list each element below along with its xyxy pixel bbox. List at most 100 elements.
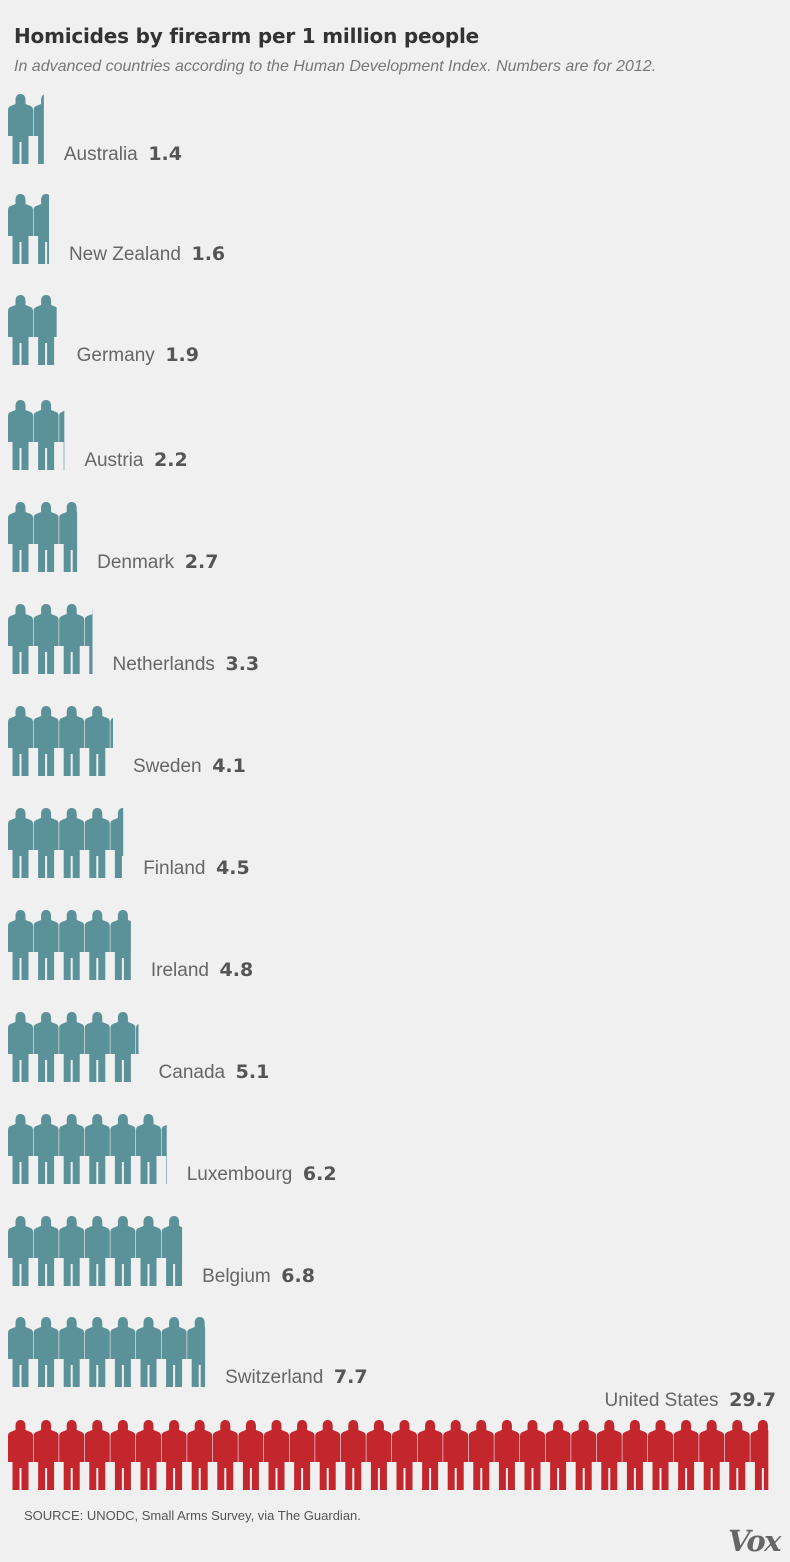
- label-canada: Canada 5.1: [159, 1061, 270, 1083]
- row-australia: Australia 1.4: [8, 94, 182, 165]
- person-icon: [33, 1420, 59, 1490]
- person-icon: [110, 808, 124, 878]
- bar-canada: [8, 1012, 139, 1082]
- person-icon: [110, 1216, 136, 1286]
- person-icon: [84, 1114, 110, 1184]
- person-icon: [33, 1216, 59, 1286]
- value-label: 4.1: [212, 755, 246, 777]
- bar-netherlands: [8, 604, 93, 674]
- row-luxembourg: Luxembourg 6.2: [8, 1114, 337, 1185]
- person-icon: [110, 1114, 136, 1184]
- source-note: SOURCE: UNODC, Small Arms Survey, via Th…: [24, 1508, 361, 1523]
- bar-ireland: [8, 910, 131, 980]
- person-icon: [545, 1420, 571, 1490]
- label-australia: Australia 1.4: [64, 143, 182, 165]
- person-icon: [8, 1114, 33, 1184]
- value-label: 1.6: [191, 243, 225, 265]
- person-icon: [366, 1420, 392, 1490]
- category-label: United States: [604, 1390, 729, 1411]
- row-new-zealand: New Zealand 1.6: [8, 194, 225, 265]
- person-icon: [8, 1012, 33, 1082]
- row-united-states: United States 29.7: [8, 1389, 776, 1490]
- row-netherlands: Netherlands 3.3: [8, 604, 259, 675]
- category-label: Denmark: [97, 552, 185, 573]
- person-icon: [8, 1317, 33, 1387]
- person-icon: [59, 1216, 85, 1286]
- person-icon: [59, 706, 85, 776]
- person-icon: [110, 1317, 136, 1387]
- person-icon: [59, 502, 78, 572]
- category-label: Luxembourg: [187, 1164, 303, 1185]
- person-icon: [84, 1012, 110, 1082]
- value-label: 1.9: [165, 344, 199, 366]
- person-icon: [340, 1420, 366, 1490]
- person-icon: [392, 1420, 417, 1490]
- row-belgium: Belgium 6.8: [8, 1216, 315, 1287]
- person-icon: [8, 194, 33, 264]
- bar-denmark: [8, 502, 78, 572]
- person-icon: [673, 1420, 699, 1490]
- person-icon: [417, 1420, 443, 1490]
- value-label: 4.5: [216, 857, 250, 879]
- person-icon: [110, 910, 131, 980]
- chart-subtitle: In advanced countries according to the H…: [14, 58, 657, 75]
- label-switzerland: Switzerland 7.7: [225, 1366, 367, 1388]
- person-icon: [8, 604, 33, 674]
- person-icon: [161, 1420, 187, 1490]
- category-label: Netherlands: [112, 654, 225, 675]
- person-icon: [8, 1216, 33, 1286]
- label-ireland: Ireland 4.8: [151, 959, 253, 981]
- value-label: 1.4: [148, 143, 182, 165]
- person-icon: [136, 1420, 161, 1490]
- person-icon: [110, 706, 113, 776]
- person-icon: [8, 808, 33, 878]
- person-icon: [84, 808, 110, 878]
- person-icon: [84, 706, 110, 776]
- label-germany: Germany 1.9: [77, 344, 199, 366]
- person-icon: [212, 1420, 238, 1490]
- person-icon: [596, 1420, 622, 1490]
- vox-logo: Vox: [728, 1524, 781, 1558]
- person-icon: [84, 1317, 110, 1387]
- person-icon: [84, 910, 110, 980]
- person-icon: [136, 1317, 161, 1387]
- person-icon: [33, 808, 59, 878]
- person-icon: [33, 400, 59, 470]
- row-sweden: Sweden 4.1: [8, 706, 246, 777]
- row-finland: Finland 4.5: [8, 808, 250, 879]
- person-icon: [468, 1420, 494, 1490]
- person-icon: [8, 910, 33, 980]
- person-icon: [84, 1216, 110, 1286]
- person-icon: [8, 94, 33, 164]
- label-netherlands: Netherlands 3.3: [112, 653, 259, 675]
- person-icon: [59, 1317, 85, 1387]
- bar-switzerland: [8, 1317, 206, 1387]
- category-label: Ireland: [151, 960, 220, 981]
- person-icon: [59, 1420, 85, 1490]
- category-label: New Zealand: [69, 244, 192, 265]
- person-icon: [59, 910, 85, 980]
- category-label: Switzerland: [225, 1367, 334, 1388]
- category-label: Finland: [143, 858, 216, 879]
- person-icon: [161, 1114, 167, 1184]
- bar-luxembourg: [8, 1114, 167, 1184]
- person-icon: [315, 1420, 341, 1490]
- person-icon: [136, 1114, 161, 1184]
- person-icon: [187, 1420, 213, 1490]
- person-icon: [59, 1114, 85, 1184]
- person-icon: [59, 1012, 85, 1082]
- value-label: 2.7: [185, 551, 219, 573]
- label-austria: Austria 2.2: [84, 449, 187, 471]
- person-icon: [33, 502, 59, 572]
- bar-finland: [8, 808, 124, 878]
- value-label: 6.8: [281, 1265, 315, 1287]
- person-icon: [494, 1420, 520, 1490]
- person-icon: [699, 1420, 725, 1490]
- person-icon: [520, 1420, 545, 1490]
- value-label: 3.3: [225, 653, 259, 675]
- person-icon: [161, 1317, 187, 1387]
- row-ireland: Ireland 4.8: [8, 910, 253, 981]
- person-icon: [622, 1420, 648, 1490]
- person-icon: [59, 808, 85, 878]
